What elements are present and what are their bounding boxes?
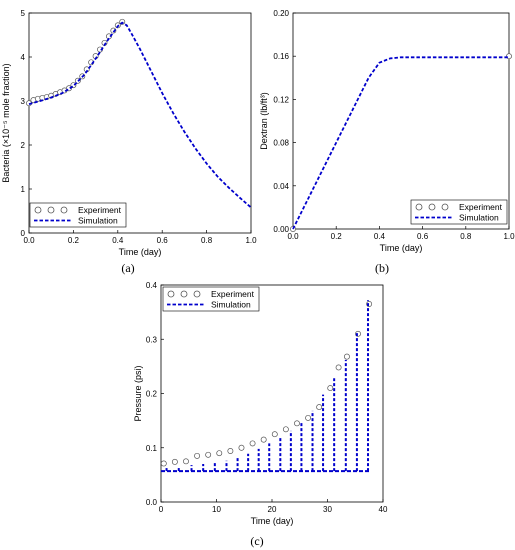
experiment-point <box>183 458 189 465</box>
experiment-point <box>227 448 234 454</box>
legend-simulation-label: Simulation <box>78 216 118 226</box>
chart-panel-c: 0 10 20 30 40 0.0 0.1 0.2 0.3 0.4 Time (day) Pressu… <box>133 281 388 548</box>
experiment-point <box>294 420 300 427</box>
y-tick-label: 0 <box>21 229 26 238</box>
experiment-point <box>160 460 167 467</box>
x-tick-label: 0.4 <box>374 232 386 241</box>
x-tick-label: 30 <box>323 505 332 514</box>
y-tick-label: 2 <box>21 141 26 150</box>
experiment-point <box>316 404 323 411</box>
y-axis-title: Bacteria (×10⁻⁵ mole fraction) <box>1 63 11 182</box>
legend-experiment-marker <box>167 290 175 298</box>
legend-experiment-marker <box>415 203 423 211</box>
legend-experiment-label: Experiment <box>211 289 255 299</box>
y-tick-label: 5 <box>21 9 26 18</box>
y-tick-label: 0.00 <box>273 225 289 234</box>
x-tick-label: 0 <box>159 505 164 514</box>
experiment-point <box>282 426 289 433</box>
x-axis-title: Time (day) <box>380 243 423 253</box>
experiment-point <box>238 444 245 451</box>
x-tick-label: 40 <box>379 505 388 514</box>
y-tick-label: 0.1 <box>146 444 158 453</box>
x-tick-label: 1.0 <box>245 236 257 245</box>
y-tick-label: 1 <box>21 185 26 194</box>
panel-label: (a) <box>121 261 134 275</box>
legend-simulation-label: Simulation <box>211 300 251 310</box>
x-tick-label: 0.8 <box>201 236 213 245</box>
x-tick-label: 0.0 <box>287 232 299 241</box>
experiment-point <box>194 452 201 459</box>
legend-experiment-label: Experiment <box>78 205 122 215</box>
x-tick-label: 0.0 <box>23 236 35 245</box>
y-tick-label: 0.20 <box>273 9 289 18</box>
plot-frame <box>28 12 252 234</box>
chart-panel-b: 0.0 0.2 0.4 0.6 0.8 1.0 0.00 0.04 0.08 0.12 0.16 0.… <box>259 9 515 275</box>
experiment-point <box>216 450 223 457</box>
x-tick-label: 0.2 <box>68 236 80 245</box>
y-tick-label: 0.08 <box>273 139 289 148</box>
experiment-point <box>335 364 342 371</box>
legend-box <box>410 199 508 225</box>
y-tick-label: 3 <box>21 97 26 106</box>
legend-experiment-marker <box>34 206 42 214</box>
panel-label: (b) <box>375 261 389 275</box>
y-axis-title: Pressure (psi) <box>133 365 143 421</box>
legend-experiment-marker <box>193 290 201 298</box>
y-tick-label: 0.3 <box>146 335 158 344</box>
plot-frame <box>292 12 510 230</box>
x-axis-title: Time (day) <box>119 247 162 257</box>
legend-experiment-marker <box>60 206 68 214</box>
experiment-point <box>305 414 312 421</box>
plot-frame <box>160 284 384 503</box>
y-tick-label: 0.0 <box>146 498 158 507</box>
chart-panel-a: 0.0 0.2 0.4 0.6 0.8 1.0 0 1 2 3 4 5 Time (day) Bacter… <box>1 9 257 275</box>
experiment-point <box>260 436 267 443</box>
y-tick-label: 0.12 <box>273 95 289 104</box>
legend-box <box>29 202 127 228</box>
x-tick-label: 0.8 <box>460 232 472 241</box>
experiment-point <box>343 353 350 360</box>
x-tick-label: 0.4 <box>112 236 124 245</box>
experiment-point <box>327 385 334 392</box>
legend-experiment-marker <box>180 290 188 298</box>
experiment-point <box>205 451 212 458</box>
y-tick-label: 4 <box>21 53 26 62</box>
x-tick-label: 0.6 <box>157 236 169 245</box>
x-tick-label: 10 <box>212 505 221 514</box>
legend-experiment-marker <box>47 206 55 214</box>
x-tick-label: 20 <box>268 505 277 514</box>
legend-experiment-marker <box>441 203 449 211</box>
y-axis-title: Dextran (lb/ft³) <box>259 92 269 150</box>
simulation-line <box>292 56 509 230</box>
y-tick-label: 0.4 <box>146 281 158 290</box>
x-tick-label: 0.2 <box>331 232 343 241</box>
legend-box <box>162 286 260 312</box>
simulation-line <box>28 21 252 209</box>
x-tick-label: 1.0 <box>503 232 515 241</box>
panel-label: (c) <box>250 534 263 548</box>
legend-experiment-label: Experiment <box>459 202 503 212</box>
experiment-point <box>171 458 178 465</box>
experiment-point <box>271 431 278 438</box>
legend-simulation-label: Simulation <box>459 213 499 223</box>
experiment-point <box>249 440 256 447</box>
legend-experiment-marker <box>428 203 436 211</box>
y-tick-label: 0.2 <box>146 390 158 399</box>
x-tick-label: 0.6 <box>417 232 429 241</box>
x-axis-title: Time (day) <box>251 516 294 526</box>
y-tick-label: 0.16 <box>273 52 289 61</box>
y-tick-label: 0.04 <box>273 182 289 191</box>
